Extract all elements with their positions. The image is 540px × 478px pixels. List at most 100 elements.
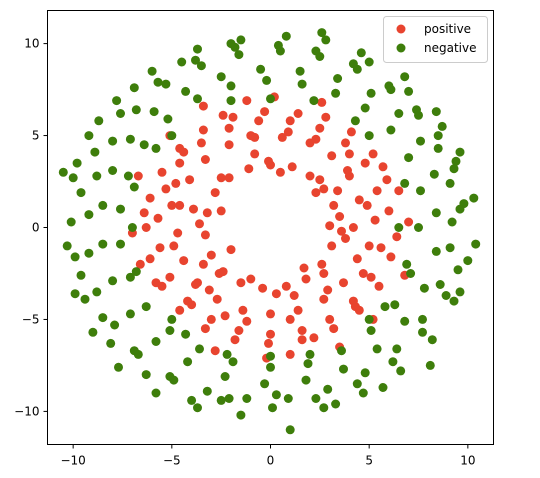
point-positive [317,259,327,269]
point-negative [463,256,473,266]
legend-label-negative: negative [424,41,476,55]
point-positive [133,171,143,181]
x-tick-label: 5 [365,454,373,468]
point-negative [372,344,382,354]
point-positive [368,149,378,159]
point-negative [364,314,374,324]
x-tick-label: −5 [163,454,181,468]
point-negative [106,338,116,348]
point-positive [196,138,206,148]
point-negative [360,103,370,113]
point-negative [195,344,204,354]
point-positive [309,333,319,343]
point-negative [339,364,348,374]
point-positive [277,132,287,142]
point-negative [295,66,305,76]
point-negative [384,81,394,91]
point-negative [131,105,141,115]
point-positive [216,206,226,216]
point-negative [412,105,421,115]
y-tick-label: 0 [32,221,40,235]
point-positive [141,223,151,232]
point-negative [70,252,80,262]
legend: positive negative [383,16,488,63]
point-negative [416,186,425,196]
point-negative [70,289,80,299]
series-negative [58,28,481,435]
point-negative [125,272,135,282]
point-positive [189,204,198,214]
point-negative [161,79,171,89]
point-negative [380,302,390,312]
point-negative [181,329,191,339]
point-negative [149,107,159,117]
point-negative [92,171,102,181]
point-negative [92,287,102,297]
point-negative [224,394,234,403]
point-positive [224,140,234,150]
point-negative [358,388,368,398]
point-negative [125,309,135,319]
point-negative [226,96,236,106]
point-positive [218,110,228,120]
point-positive [202,208,212,218]
point-negative [129,182,139,192]
point-negative [112,96,122,106]
point-negative [193,94,202,104]
x-tick-label: 10 [460,454,475,468]
point-positive [343,166,352,175]
point-positive [344,149,354,159]
point-positive [358,269,368,278]
point-negative [331,399,341,409]
point-positive [275,167,285,177]
point-negative [433,131,443,141]
point-positive [319,184,329,194]
point-negative [333,74,343,83]
point-positive [206,314,216,324]
point-positive [289,291,299,300]
point-positive [198,101,208,111]
point-positive [195,219,204,229]
point-positive [167,200,177,210]
point-negative [230,42,240,52]
point-negative [84,248,94,258]
point-positive [285,349,295,359]
point-negative [58,167,68,177]
point-negative [196,61,206,71]
point-positive [386,252,396,262]
point-positive [236,278,246,288]
point-positive [250,149,260,159]
point-negative [425,360,435,370]
point-negative [429,169,439,179]
point-negative [390,300,400,310]
point-negative [323,384,333,394]
point-negative [419,283,429,293]
point-negative [72,158,82,168]
point-negative [404,153,414,163]
point-negative [311,394,321,403]
point-negative [191,55,200,65]
point-positive [311,188,321,198]
point-negative [147,66,157,76]
point-negative [394,223,404,232]
point-negative [167,131,177,141]
point-positive [230,335,240,345]
point-negative [129,83,139,93]
point-positive [297,326,307,335]
point-negative [220,372,230,381]
point-positive [212,294,222,304]
point-negative [68,173,78,183]
point-positive [185,175,195,185]
point-negative [163,114,173,124]
point-negative [167,314,177,324]
point-positive [238,305,248,315]
point-negative [301,375,311,385]
point-negative [62,241,72,251]
point-negative [455,204,465,214]
point-positive [260,107,270,117]
point-negative [360,368,370,378]
point-positive [187,300,197,310]
points-layer [58,28,481,435]
point-negative [449,296,459,306]
